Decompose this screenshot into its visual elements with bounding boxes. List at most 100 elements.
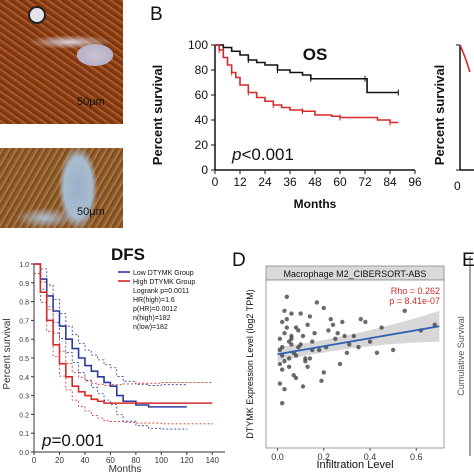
x-axis-label: Months (294, 197, 337, 211)
data-point (314, 300, 320, 305)
chart-title: DFS (111, 245, 145, 264)
data-point (333, 336, 338, 341)
series-line (459, 44, 471, 73)
data-point (293, 353, 299, 358)
axes: 0 20 40 60 80 100 120 140 0.0 0.1 0.2 0.3 0.4 0.5 0.6 0… (19, 262, 225, 465)
dfs-survival-chart: DFS Percent survival Months p=0.001 0 20 4… (2, 245, 225, 474)
y-axis-label: Percent survival (432, 65, 447, 165)
y-tick-label: 0.8 (19, 300, 29, 307)
x-tick-label: 96 (408, 175, 422, 189)
data-point (289, 333, 294, 339)
data-point (340, 319, 345, 325)
x-axis-label: Months (109, 464, 142, 474)
p-symbol: p (231, 145, 241, 164)
data-point (282, 308, 287, 313)
data-point (282, 359, 287, 364)
y-tick-label: 60 (195, 88, 209, 102)
series-line (34, 263, 187, 408)
legend-stat: Logrank p=0.0011 (133, 288, 189, 295)
y-tick-label: 40 (195, 113, 209, 127)
macrophage-scatter-chart: Macrophage M2_CIBERSORT-ABS DTYMK Expres… (245, 265, 445, 471)
data-point (307, 314, 313, 319)
scale-bar-label: 50μm (77, 206, 105, 218)
data-point (277, 361, 283, 367)
os-survival-chart: OS Percent survival Months p<0.001 0 12 24… (150, 38, 422, 211)
y-tick-label: 0.5 (19, 356, 29, 363)
data-point (326, 328, 331, 333)
series (215, 44, 399, 126)
series-line (34, 263, 213, 404)
p-value: <0.001 (241, 145, 293, 164)
x-tick-label: 12 (233, 175, 247, 189)
y-tick-label: 0.0 (19, 450, 29, 457)
data-point (328, 317, 333, 322)
x-tick-label: 80 (131, 456, 140, 465)
vessel-lumen (28, 6, 46, 24)
data-point (363, 319, 368, 325)
data-point (342, 333, 347, 339)
x-tick-label: 100 (155, 456, 169, 465)
y-tick-label: 0.4 (19, 375, 29, 382)
legend-stat: n(low)=182 (133, 324, 168, 331)
p-value: =0.001 (51, 431, 103, 450)
x-tick-label: 0.4 (364, 452, 377, 462)
data-point (298, 311, 303, 316)
data-point (305, 322, 310, 327)
data-point (305, 364, 310, 369)
points (277, 294, 437, 406)
data-point (286, 364, 292, 369)
p-value: p = 8.41e-07 (389, 296, 440, 306)
data-point (277, 381, 283, 386)
rho-value: Rho = 0.262 (391, 286, 440, 296)
data-point (367, 339, 373, 344)
y-tick-label: 0.7 (19, 318, 29, 325)
x-tick-label: 0 (32, 456, 37, 465)
x-tick-label: 48 (308, 175, 322, 189)
y-tick-label: 0 (201, 163, 208, 177)
legend-stat: n(high)=182 (133, 315, 171, 322)
y-axis-label: Cumulative Survival (456, 316, 466, 396)
panel-label-e: E (462, 250, 474, 271)
y-tick-label: 0.6 (19, 337, 29, 344)
p-symbol: p (41, 431, 51, 450)
x-tick-label: 0 (454, 179, 461, 193)
data-point (279, 367, 285, 372)
legend-stat: p(HR)=0.0012 (133, 306, 177, 313)
data-point (303, 356, 308, 361)
x-tick-label: 140 (206, 456, 220, 465)
axes: 0.0 0.2 0.4 0.6 (271, 448, 423, 462)
regression-line (277, 325, 440, 356)
x-tick-label: 36 (283, 175, 297, 189)
data-point (335, 331, 340, 336)
partial-survival-chart: Percent survival 0 (432, 44, 474, 193)
y-axis-label: Percent survival (150, 65, 165, 165)
legend: Low DTYMK Group High DTYMK Group Logrank… (118, 270, 195, 331)
panel-label-b: B (150, 4, 163, 25)
legend-stat: HR(high)=1.6 (133, 297, 175, 304)
data-point (296, 345, 301, 350)
data-point (284, 294, 290, 299)
x-tick-label: 0.0 (271, 452, 284, 462)
plot-panel (265, 279, 445, 449)
legend-label-high: High DTYMK Group (133, 279, 195, 286)
data-point (351, 333, 357, 339)
chart-title: Macrophage M2_CIBERSORT-ABS (284, 269, 427, 279)
x-tick-label: 60 (106, 456, 115, 465)
data-point (282, 387, 287, 392)
ihc-image-low: 50μm (0, 148, 123, 228)
data-point (282, 331, 287, 336)
data-point (316, 347, 322, 353)
data-point (307, 356, 313, 361)
data-point (321, 370, 326, 375)
data-point (300, 333, 306, 339)
data-point (289, 311, 294, 316)
y-tick-label: 0.3 (19, 394, 29, 401)
y-tick-label: 0.1 (19, 431, 29, 438)
ci-upper (34, 263, 213, 386)
x-tick-label: 40 (80, 456, 89, 465)
data-point (312, 331, 317, 336)
data-point (284, 325, 290, 330)
y-tick-label: 0.9 (19, 281, 29, 288)
axes: 0 12 24 36 48 60 72 84 96 0 20 40 60 80 100 (188, 38, 422, 189)
y-tick-label: 0.2 (19, 412, 29, 419)
